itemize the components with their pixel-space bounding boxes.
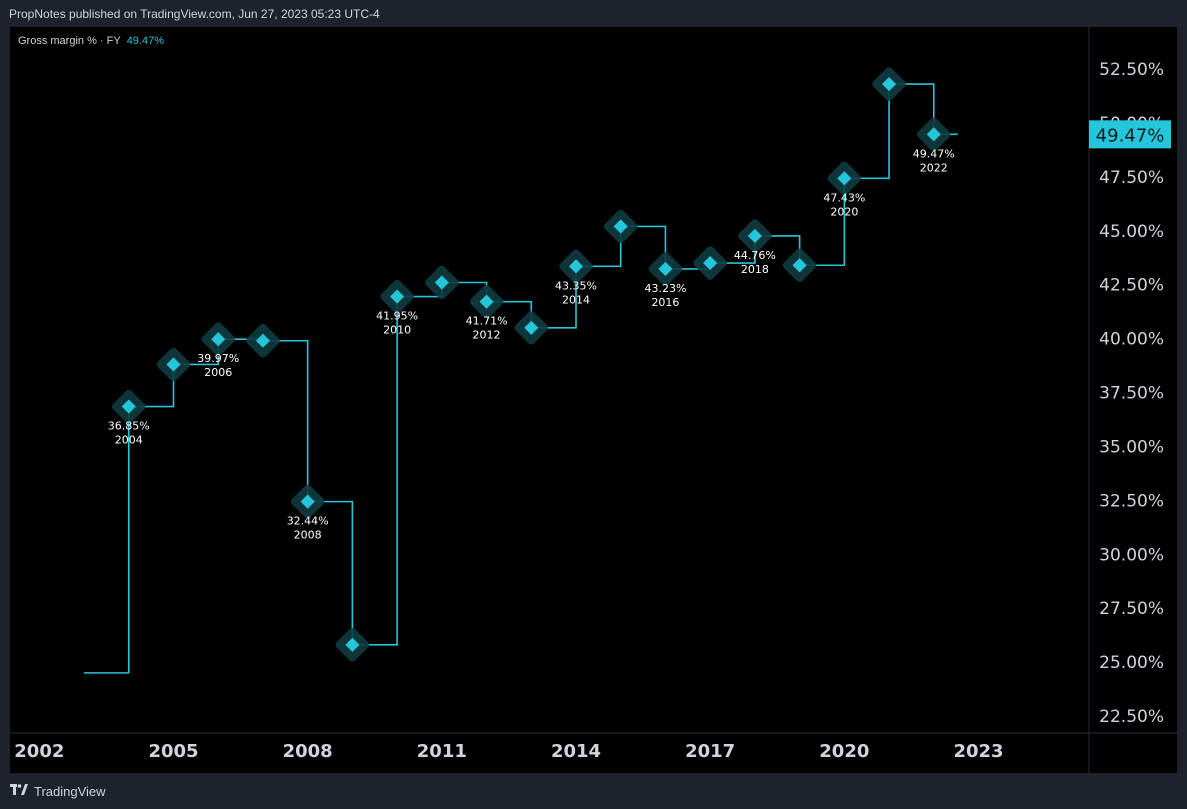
tradingview-logo-icon[interactable] [10, 783, 28, 799]
point-labels: 36.85%2004 39.97%2006 32.44%2008 41.95%2010… [108, 147, 955, 541]
y-tick-label: 37.50% [1099, 384, 1164, 404]
y-axis: 52.50%50.00%47.50%45.00%42.50%40.00%37.5… [1099, 60, 1164, 727]
data-point-marker [658, 261, 673, 276]
y-tick-label: 25.00% [1099, 653, 1164, 673]
data-point-marker [434, 275, 449, 290]
data-point-marker [121, 399, 136, 414]
data-point-marker [390, 289, 405, 304]
data-point [246, 324, 280, 358]
legend-value: 49.47% [126, 35, 164, 47]
data-point-marker [300, 494, 315, 509]
data-point [112, 389, 146, 424]
point-year-label: 2018 [741, 263, 769, 276]
y-tick-label: 32.50% [1099, 491, 1164, 511]
x-axis: 2002 2005 2008 2011 2014 2017 2020 2023 [14, 741, 1003, 762]
chart-area[interactable] [10, 27, 1177, 773]
y-tick-label: 22.50% [1099, 707, 1164, 727]
x-tick-label: 2014 [551, 741, 601, 762]
point-value-label: 43.35% [555, 279, 597, 292]
x-tick-label: 2020 [819, 741, 869, 762]
data-point [559, 249, 593, 284]
y-tick-label: 30.00% [1099, 545, 1164, 565]
point-value-label: 47.43% [823, 191, 865, 204]
point-year-label: 2020 [830, 205, 858, 218]
point-value-label: 36.85% [108, 420, 150, 433]
point-value-label: 43.23% [644, 282, 686, 295]
x-tick-label: 2017 [685, 741, 735, 762]
data-point-marker [524, 320, 539, 335]
x-tick-label: 2011 [417, 741, 467, 762]
point-value-label: 49.47% [913, 147, 955, 160]
x-tick-label: 2023 [953, 741, 1003, 762]
point-value-label: 41.71% [466, 315, 508, 328]
point-year-label: 2014 [562, 293, 590, 306]
data-point-marker [747, 228, 762, 243]
data-point [380, 279, 414, 314]
y-tick-label: 47.50% [1099, 168, 1164, 188]
data-point-marker [881, 77, 897, 92]
data-point-marker [345, 637, 360, 652]
x-tick-label: 2005 [148, 741, 198, 762]
footer-brand[interactable]: TradingView [34, 783, 106, 799]
data-point [872, 67, 906, 101]
data-point-marker [568, 259, 584, 274]
data-point [738, 219, 772, 253]
legend-label: Gross margin % · FY [18, 35, 121, 47]
published-text: PropNotes published on TradingView.com, … [9, 6, 380, 21]
data-point [156, 347, 191, 382]
data-point [335, 628, 370, 662]
y-tick-label: 35.00% [1099, 437, 1164, 457]
point-value-label: 39.97% [197, 352, 239, 365]
x-tick-label: 2002 [14, 741, 64, 762]
data-point [425, 265, 459, 300]
point-year-label: 2012 [473, 329, 501, 342]
point-value-label: 44.76% [734, 249, 776, 262]
data-point [827, 161, 862, 196]
footer: TradingView [0, 773, 1187, 809]
point-value-label: 32.44% [287, 515, 329, 528]
data-point-marker [926, 127, 941, 142]
y-tick-label: 42.50% [1099, 276, 1164, 296]
data-point-marker [613, 219, 628, 234]
data-point [290, 484, 325, 519]
data-point-marker [837, 171, 852, 186]
data-point-marker [792, 258, 807, 273]
published-header: PropNotes published on TradingView.com, … [0, 0, 1187, 27]
last-value-badge [1089, 120, 1171, 149]
data-point-marker [479, 294, 494, 309]
y-tick-label: 52.50% [1099, 60, 1164, 80]
last-value-label: 49.47% [1089, 120, 1171, 149]
point-value-label: 41.95% [376, 310, 418, 323]
data-point-marker [211, 332, 226, 347]
y-tick-label: 27.50% [1099, 599, 1164, 619]
data-point [469, 284, 504, 319]
last-value-text: 49.47% [1096, 125, 1165, 146]
data-point [648, 252, 683, 286]
point-year-label: 2022 [920, 161, 948, 174]
data-point [693, 246, 727, 280]
series [84, 67, 958, 674]
data-point [917, 117, 951, 152]
x-tick-label: 2008 [283, 741, 333, 762]
data-point-marker [166, 357, 181, 372]
chart-legend: Gross margin % · FY 49.47% [18, 35, 164, 47]
data-point [201, 322, 235, 356]
point-year-label: 2008 [294, 529, 322, 542]
data-point-marker [703, 256, 718, 271]
point-year-label: 2006 [204, 366, 232, 379]
y-tick-label: 45.00% [1099, 222, 1164, 242]
point-year-label: 2004 [115, 434, 143, 447]
point-year-label: 2010 [383, 324, 411, 337]
data-point [782, 248, 817, 282]
y-tick-label: 40.00% [1099, 330, 1164, 350]
point-year-label: 2016 [651, 296, 679, 309]
data-point [514, 311, 549, 345]
data-point-marker [255, 333, 271, 348]
data-point [603, 209, 638, 244]
